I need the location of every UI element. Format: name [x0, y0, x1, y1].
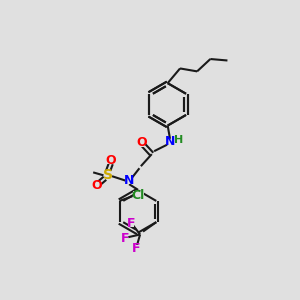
FancyBboxPatch shape	[104, 171, 112, 179]
FancyBboxPatch shape	[125, 177, 133, 184]
Text: N: N	[165, 135, 175, 148]
FancyBboxPatch shape	[128, 220, 134, 226]
Text: Cl: Cl	[131, 188, 145, 202]
FancyBboxPatch shape	[138, 139, 145, 147]
FancyBboxPatch shape	[107, 157, 114, 164]
Text: F: F	[121, 232, 129, 244]
FancyBboxPatch shape	[133, 191, 144, 199]
Text: F: F	[127, 217, 136, 230]
FancyBboxPatch shape	[167, 139, 173, 145]
Text: S: S	[103, 168, 113, 182]
FancyBboxPatch shape	[122, 235, 128, 241]
Text: O: O	[106, 154, 116, 167]
FancyBboxPatch shape	[93, 182, 100, 189]
FancyBboxPatch shape	[132, 245, 139, 252]
Text: H: H	[174, 135, 183, 145]
Text: N: N	[124, 174, 134, 187]
Text: O: O	[92, 179, 102, 192]
Text: F: F	[131, 242, 140, 255]
Text: O: O	[136, 136, 147, 149]
